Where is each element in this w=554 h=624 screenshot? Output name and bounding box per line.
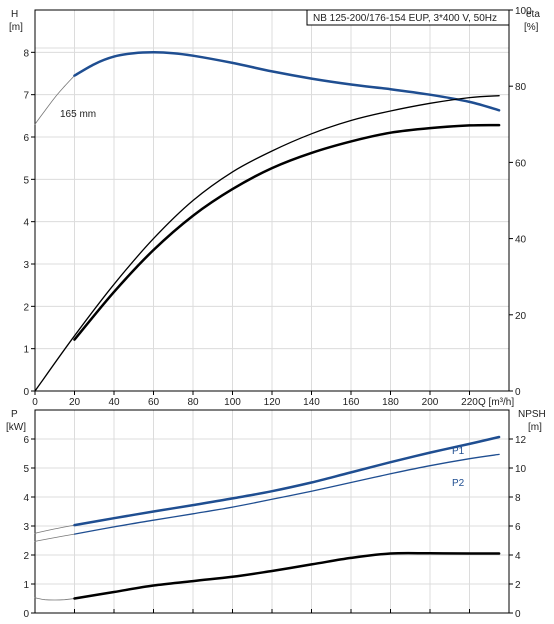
- x-tick-label: 140: [303, 397, 320, 408]
- bottom-panel-grid: [35, 409, 509, 613]
- power-tick-label: 5: [23, 464, 29, 475]
- p2-series-label: P2: [452, 478, 465, 489]
- power-tick-label: 0: [23, 609, 29, 620]
- eta-tick-label: 0: [515, 387, 521, 398]
- bottom-npsh-curve: [73, 551, 501, 600]
- npsh-tick-label: 12: [515, 435, 527, 446]
- x-tick-label: 100: [224, 397, 241, 408]
- top-eta-thin-curve: [34, 95, 500, 392]
- top-panel-grid: [35, 10, 509, 391]
- head-axis-unit: [m]: [9, 22, 23, 33]
- head-tick-label: 4: [23, 218, 29, 229]
- impeller-diameter-label: 165 mm: [60, 109, 96, 120]
- head-tick-label: 2: [23, 302, 29, 313]
- chart-title: NB 125-200/176-154 EUP, 3*400 V, 50Hz: [313, 13, 497, 24]
- eta-axis-unit: [%]: [524, 22, 539, 33]
- head-tick-label: 6: [23, 133, 29, 144]
- flow-axis-label: Q [m³/h]: [478, 397, 514, 408]
- power-axis-unit: [kW]: [6, 422, 26, 433]
- eta-tick-label: 20: [515, 311, 527, 322]
- eta-tick-label: 80: [515, 82, 527, 93]
- npsh-tick-label: 8: [515, 493, 521, 504]
- head-tick-label: 3: [23, 260, 29, 271]
- power-tick-label: 6: [23, 435, 29, 446]
- curves: [34, 51, 501, 601]
- head-tick-label: 7: [23, 91, 29, 102]
- head-tick-label: 1: [23, 345, 29, 356]
- x-tick-label: 20: [69, 397, 81, 408]
- eta-tick-label: 60: [515, 158, 527, 169]
- eta-tick-label: 40: [515, 235, 527, 246]
- x-tick-label: 40: [108, 397, 120, 408]
- head-tick-label: 8: [23, 48, 29, 59]
- x-tick-label: 180: [382, 397, 399, 408]
- bottom-p1-extension-curve: [34, 524, 75, 534]
- eta-axis-title: eta: [526, 9, 540, 20]
- npsh-tick-label: 10: [515, 464, 527, 475]
- npsh-tick-label: 6: [515, 522, 521, 533]
- power-tick-label: 4: [23, 493, 29, 504]
- p1-series-label: P1: [452, 446, 465, 457]
- head-tick-label: 5: [23, 175, 29, 186]
- x-tick-label: 120: [264, 397, 281, 408]
- tick-labels: 0 20 40 60 80 100 120 140 160 180 200 2200123456780…: [23, 6, 532, 620]
- x-tick-label: 220: [461, 397, 478, 408]
- npsh-tick-label: 4: [515, 551, 521, 562]
- head-axis-title: H: [11, 9, 18, 20]
- x-tick-label: 160: [343, 397, 360, 408]
- bottom-p1-curve: [73, 435, 501, 527]
- power-tick-label: 3: [23, 522, 29, 533]
- power-tick-label: 2: [23, 551, 29, 562]
- title-box: [306, 9, 510, 26]
- x-tick-label: 0: [32, 397, 38, 408]
- npsh-tick-label: 0: [515, 609, 521, 620]
- bottom-npsh-extension-curve: [34, 597, 75, 601]
- top-eta-thick-curve: [73, 123, 501, 341]
- eta-tick-label: 100: [515, 6, 532, 17]
- npsh-tick-label: 2: [515, 580, 521, 591]
- npsh-axis-title: NPSH: [518, 409, 546, 420]
- bottom-p2-extension-curve: [34, 533, 75, 542]
- top-head-curve: [73, 51, 501, 112]
- x-tick-label: 60: [148, 397, 160, 408]
- x-tick-label: 80: [187, 397, 199, 408]
- top-head-extension-curve: [34, 75, 75, 125]
- npsh-axis-unit: [m]: [528, 422, 542, 433]
- head-tick-label: 0: [23, 387, 29, 398]
- x-tick-label: 200: [422, 397, 439, 408]
- power-tick-label: 1: [23, 580, 29, 591]
- power-axis-title: P: [11, 409, 18, 420]
- bottom-p2-curve: [73, 453, 500, 535]
